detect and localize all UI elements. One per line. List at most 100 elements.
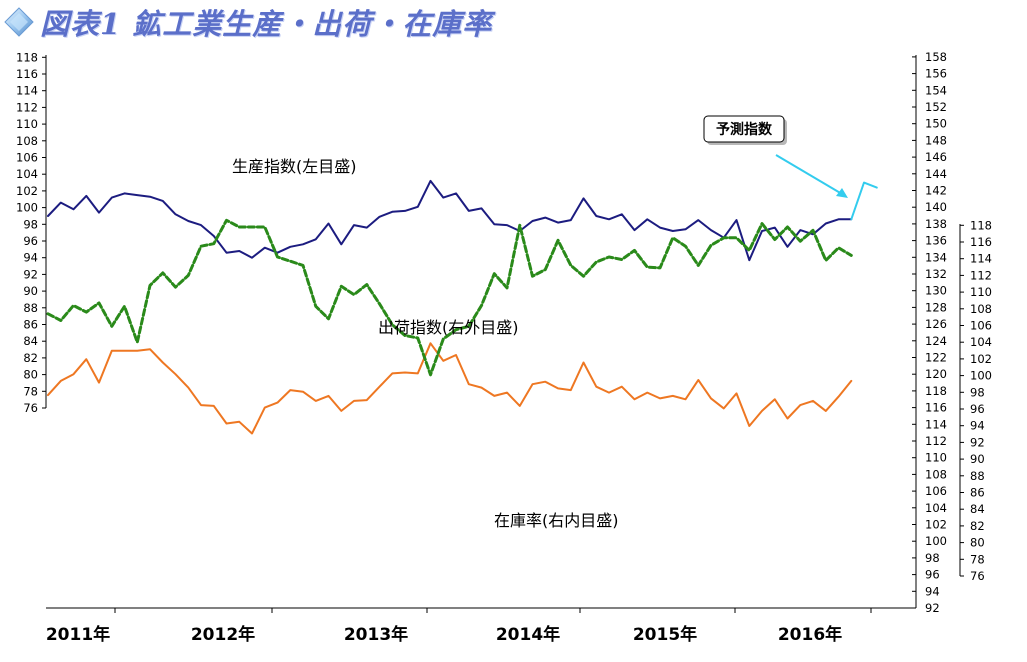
right-inner-tick-label: 92 bbox=[970, 435, 985, 449]
right-outer-tick-label: 104 bbox=[925, 501, 947, 515]
right-outer-tick-label: 158 bbox=[925, 50, 947, 64]
left-tick-label: 110 bbox=[16, 117, 38, 131]
left-tick-label: 94 bbox=[23, 251, 38, 265]
right-outer-tick-label: 110 bbox=[925, 451, 947, 465]
right-inner-tick-label: 112 bbox=[970, 268, 992, 282]
forecast-callout-label: 予測指数 bbox=[716, 121, 773, 138]
series-lines bbox=[46, 179, 878, 435]
right-outer-tick-label: 102 bbox=[925, 518, 947, 532]
chart-title: 図表1 鉱工業生産・出荷・在庫率 bbox=[40, 7, 493, 41]
right-inner-tick-label: 84 bbox=[970, 502, 985, 516]
right-inner-tick-label: 86 bbox=[970, 486, 985, 500]
left-tick-label: 118 bbox=[16, 50, 38, 64]
right-outer-tick-label: 134 bbox=[925, 250, 947, 264]
left-tick-label: 90 bbox=[23, 284, 38, 298]
right-outer-tick-label: 98 bbox=[925, 551, 940, 565]
shipments-line bbox=[47, 342, 853, 435]
x-tick-label: 2012年 bbox=[191, 624, 255, 645]
right-outer-tick-label: 116 bbox=[925, 401, 947, 415]
right-outer-tick-label: 128 bbox=[925, 300, 947, 314]
right-inner-tick-label: 94 bbox=[970, 419, 985, 433]
right-outer-tick-label: 100 bbox=[925, 534, 947, 548]
right-inner-tick-label: 102 bbox=[970, 352, 992, 366]
left-tick-label: 108 bbox=[16, 134, 38, 148]
left-tick-label: 76 bbox=[23, 401, 38, 415]
shipments-annotation: 出荷指数(右外目盛) bbox=[378, 318, 519, 337]
right-inner-axis-ticks: 76 78 80 82 84 86 88 90 92 94 96 98 100 102 104 106 108 1… bbox=[960, 218, 992, 583]
right-inner-tick-label: 118 bbox=[970, 218, 992, 232]
right-outer-tick-label: 140 bbox=[925, 200, 947, 214]
right-outer-tick-label: 154 bbox=[925, 83, 947, 97]
production-line bbox=[47, 179, 853, 262]
left-tick-label: 80 bbox=[23, 368, 38, 382]
right-inner-tick-label: 82 bbox=[970, 519, 985, 533]
left-tick-label: 114 bbox=[16, 84, 38, 98]
x-tick-label: 2011年 bbox=[46, 624, 110, 645]
right-outer-tick-label: 112 bbox=[925, 434, 947, 448]
inventory-annotation: 在庫率(右内目盛) bbox=[494, 511, 619, 530]
left-tick-label: 86 bbox=[23, 318, 38, 332]
right-outer-tick-label: 96 bbox=[925, 568, 940, 582]
right-outer-tick-label: 126 bbox=[925, 317, 947, 331]
right-outer-tick-label: 132 bbox=[925, 267, 947, 281]
right-outer-axis-ticks: 92 94 96 98 100 102 104 106 108 110 112 114 116 118 12… bbox=[912, 50, 947, 615]
right-outer-tick-label: 106 bbox=[925, 484, 947, 498]
forecast-callout-box bbox=[703, 115, 785, 143]
diamond-icon bbox=[4, 7, 34, 37]
right-outer-tick-label: 152 bbox=[925, 100, 947, 114]
right-outer-tick-label: 118 bbox=[925, 384, 947, 398]
left-tick-label: 78 bbox=[23, 384, 38, 398]
right-inner-tick-label: 116 bbox=[970, 235, 992, 249]
right-outer-tick-label: 146 bbox=[925, 150, 947, 164]
x-tick-label: 2015年 bbox=[633, 624, 697, 645]
right-outer-tick-label: 122 bbox=[925, 351, 947, 365]
x-tick-label: 2013年 bbox=[344, 624, 408, 645]
right-inner-tick-label: 76 bbox=[970, 569, 985, 583]
right-outer-tick-label: 114 bbox=[925, 417, 947, 431]
right-inner-tick-label: 104 bbox=[970, 335, 992, 349]
right-outer-tick-label: 136 bbox=[925, 234, 947, 248]
right-inner-tick-label: 90 bbox=[970, 452, 985, 466]
right-outer-tick-label: 108 bbox=[925, 467, 947, 481]
right-inner-tick-label: 100 bbox=[970, 369, 992, 383]
right-outer-tick-label: 94 bbox=[925, 584, 940, 598]
right-inner-tick-label: 110 bbox=[970, 285, 992, 299]
right-outer-tick-label: 130 bbox=[925, 284, 947, 298]
x-axis-year-labels: 2011年 2012年 2013年 2014年 2015年 2016年 bbox=[46, 608, 872, 645]
right-outer-tick-label: 142 bbox=[925, 184, 947, 198]
left-tick-label: 106 bbox=[16, 151, 38, 165]
left-tick-label: 98 bbox=[23, 217, 38, 231]
left-tick-label: 84 bbox=[23, 334, 38, 348]
right-inner-tick-label: 106 bbox=[970, 319, 992, 333]
right-outer-tick-label: 92 bbox=[925, 601, 940, 615]
right-inner-tick-label: 108 bbox=[970, 302, 992, 316]
left-tick-label: 100 bbox=[16, 201, 38, 215]
right-inner-tick-label: 114 bbox=[970, 252, 992, 266]
right-outer-tick-label: 120 bbox=[925, 367, 947, 381]
right-outer-tick-label: 156 bbox=[925, 67, 947, 81]
title-bar: 図表1 鉱工業生産・出荷・在庫率 bbox=[4, 0, 492, 44]
right-inner-tick-label: 96 bbox=[970, 402, 985, 416]
left-tick-label: 104 bbox=[16, 167, 38, 181]
left-tick-label: 112 bbox=[16, 100, 38, 114]
right-inner-tick-label: 98 bbox=[970, 385, 985, 399]
x-tick-label: 2016年 bbox=[778, 624, 842, 645]
production-annotation: 生産指数(左目盛) bbox=[232, 157, 357, 176]
left-tick-label: 116 bbox=[16, 67, 38, 81]
forecast-arrow-line bbox=[775, 154, 843, 195]
left-tick-label: 92 bbox=[23, 267, 38, 281]
right-inner-tick-label: 78 bbox=[970, 552, 985, 566]
axes bbox=[45, 55, 961, 609]
right-inner-tick-label: 80 bbox=[970, 536, 985, 550]
right-outer-tick-label: 138 bbox=[925, 217, 947, 231]
forecast-arrow-head bbox=[836, 188, 848, 198]
right-outer-tick-label: 124 bbox=[925, 334, 947, 348]
left-tick-label: 102 bbox=[16, 184, 38, 198]
left-tick-label: 82 bbox=[23, 351, 38, 365]
x-tick-label: 2014年 bbox=[496, 624, 560, 645]
right-outer-tick-label: 144 bbox=[925, 167, 947, 181]
right-outer-tick-label: 150 bbox=[925, 117, 947, 131]
left-tick-label: 96 bbox=[23, 234, 38, 248]
left-tick-label: 88 bbox=[23, 301, 38, 315]
